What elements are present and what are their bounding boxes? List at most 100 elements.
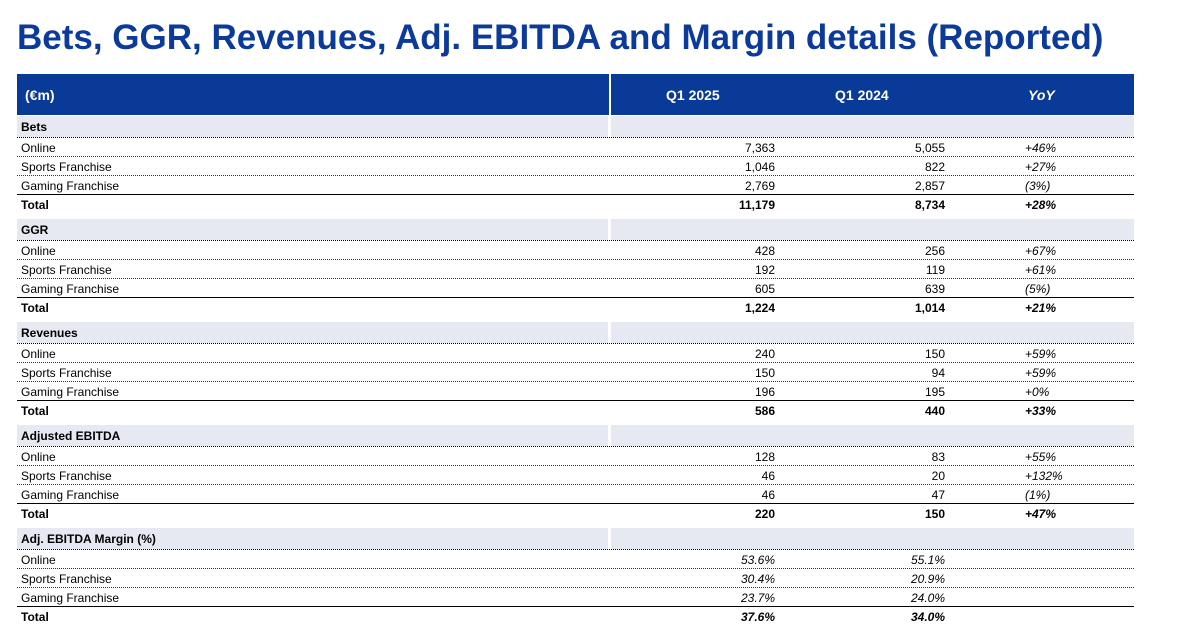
q1-2025-value: 30.4% [740, 572, 775, 586]
q1-2025-value: 37.6% [740, 610, 775, 624]
q1-2025-value: 220 [754, 507, 775, 521]
row-label: Gaming Franchise [21, 591, 120, 605]
q1-2024-value: 94 [931, 366, 945, 380]
q1-2024-value: 256 [924, 244, 945, 258]
section-group: Adjusted EBITDA Online 128 83 +55% Sports Fra… [17, 425, 1134, 522]
yoy-value: +67% [1025, 244, 1057, 258]
section-divider [17, 137, 1134, 138]
section-title: Revenues [21, 326, 78, 340]
q1-2024-value: 20 [931, 469, 945, 483]
section-header: Adjusted EBITDA [17, 425, 1134, 446]
row-label: Gaming Franchise [21, 282, 120, 296]
row-label: Online [21, 553, 56, 567]
q1-2025-value: 1,046 [744, 160, 775, 174]
table-row: Gaming Franchise 23.7% 24.0% [17, 587, 1134, 606]
q1-2024-value: 150 [924, 507, 945, 521]
row-label: Gaming Franchise [21, 385, 120, 399]
section-header: Adj. EBITDA Margin (%) [17, 528, 1134, 549]
yoy-value: +33% [1025, 404, 1057, 418]
row-label: Online [21, 450, 56, 464]
section-group: Adj. EBITDA Margin (%) Online 53.6% 55.1% Sp… [17, 528, 1134, 625]
col-q1-2025-header: Q1 2025 [666, 87, 720, 103]
yoy-value: +47% [1025, 507, 1057, 521]
yoy-value: (3%) [1025, 179, 1051, 193]
q1-2024-value: 55.1% [910, 553, 945, 567]
q1-2024-value: 83 [931, 450, 945, 464]
section-divider [17, 549, 1134, 550]
table-row: Sports Franchise 1,046 822 +27% [17, 156, 1134, 175]
table-row: Online 53.6% 55.1% [17, 550, 1134, 568]
row-label: Online [21, 141, 56, 155]
row-label: Sports Franchise [21, 469, 112, 483]
q1-2024-value: 639 [924, 282, 945, 296]
row-label: Sports Franchise [21, 572, 112, 586]
q1-2025-value: 196 [754, 385, 775, 399]
q1-2024-value: 1,014 [914, 301, 945, 315]
q1-2025-value: 605 [754, 282, 775, 296]
table-header: (€m) Q1 2025 Q1 2024 YoY [17, 74, 1134, 115]
yoy-value: +61% [1025, 263, 1057, 277]
table-row: Total 37.6% 34.0% [17, 606, 1134, 625]
table-row: Total 586 440 +33% [17, 400, 1134, 419]
section-title: GGR [21, 223, 49, 237]
q1-2025-value: 46 [761, 469, 775, 483]
q1-2024-value: 195 [924, 385, 945, 399]
section-header: Revenues [17, 322, 1134, 343]
section-title: Bets [21, 120, 48, 134]
table-row: Gaming Franchise 2,769 2,857 (3%) [17, 175, 1134, 194]
q1-2025-value: 150 [754, 366, 775, 380]
yoy-value: +46% [1025, 141, 1057, 155]
q1-2024-value: 5,055 [914, 141, 945, 155]
table-row: Gaming Franchise 46 47 (1%) [17, 484, 1134, 503]
section-header-bg [611, 219, 1134, 240]
table-row: Online 128 83 +55% [17, 447, 1134, 465]
row-label: Total [21, 198, 49, 212]
section-group: Revenues Online 240 150 +59% Sports Franchise… [17, 322, 1134, 419]
q1-2025-value: 428 [754, 244, 775, 258]
row-label: Total [21, 301, 49, 315]
section-divider [17, 240, 1134, 241]
q1-2024-value: 2,857 [914, 179, 945, 193]
q1-2024-value: 8,734 [914, 198, 945, 212]
row-label: Total [21, 610, 49, 624]
q1-2024-value: 34.0% [910, 610, 945, 624]
section-group: Bets Online 7,363 5,055 +46% Sports Franchise… [17, 116, 1134, 213]
table-row: Gaming Franchise 196 195 +0% [17, 381, 1134, 400]
table-row: Online 7,363 5,055 +46% [17, 138, 1134, 156]
row-label: Gaming Franchise [21, 488, 120, 502]
q1-2025-value: 1,224 [744, 301, 775, 315]
section-header-bg [611, 528, 1134, 549]
table-row: Sports Franchise 46 20 +132% [17, 465, 1134, 484]
row-label: Online [21, 244, 56, 258]
q1-2025-value: 586 [754, 404, 775, 418]
q1-2025-value: 7,363 [744, 141, 775, 155]
section-header: GGR [17, 219, 1134, 240]
section-group: GGR Online 428 256 +67% Sports Franchise 192 11… [17, 219, 1134, 316]
section-title: Adjusted EBITDA [21, 429, 121, 443]
yoy-value: (1%) [1025, 488, 1051, 502]
yoy-value: +27% [1025, 160, 1057, 174]
yoy-value: +132% [1025, 469, 1063, 483]
section-header-bg [17, 425, 608, 446]
col-q1-2024-header: Q1 2024 [835, 87, 889, 103]
financial-table: (€m) Q1 2025 Q1 2024 YoY Bets Online 7,363… [17, 74, 1134, 631]
table-row: Online 428 256 +67% [17, 241, 1134, 259]
section-header-bg [17, 116, 608, 137]
section-divider [17, 343, 1134, 344]
q1-2025-value: 2,769 [744, 179, 775, 193]
row-label: Sports Franchise [21, 366, 112, 380]
yoy-value: +59% [1025, 347, 1057, 361]
section-header-bg [611, 116, 1134, 137]
q1-2024-value: 24.0% [910, 591, 945, 605]
q1-2025-value: 11,179 [738, 198, 775, 212]
q1-2024-value: 822 [924, 160, 945, 174]
q1-2024-value: 440 [924, 404, 945, 418]
section-divider [17, 446, 1134, 447]
table-row: Gaming Franchise 605 639 (5%) [17, 278, 1134, 297]
q1-2025-value: 23.7% [740, 591, 775, 605]
table-body: Bets Online 7,363 5,055 +46% Sports Franchise… [17, 116, 1134, 625]
section-header-bg [611, 425, 1134, 446]
yoy-value: (5%) [1025, 282, 1051, 296]
section-header: Bets [17, 116, 1134, 137]
section-header-bg [17, 528, 608, 549]
